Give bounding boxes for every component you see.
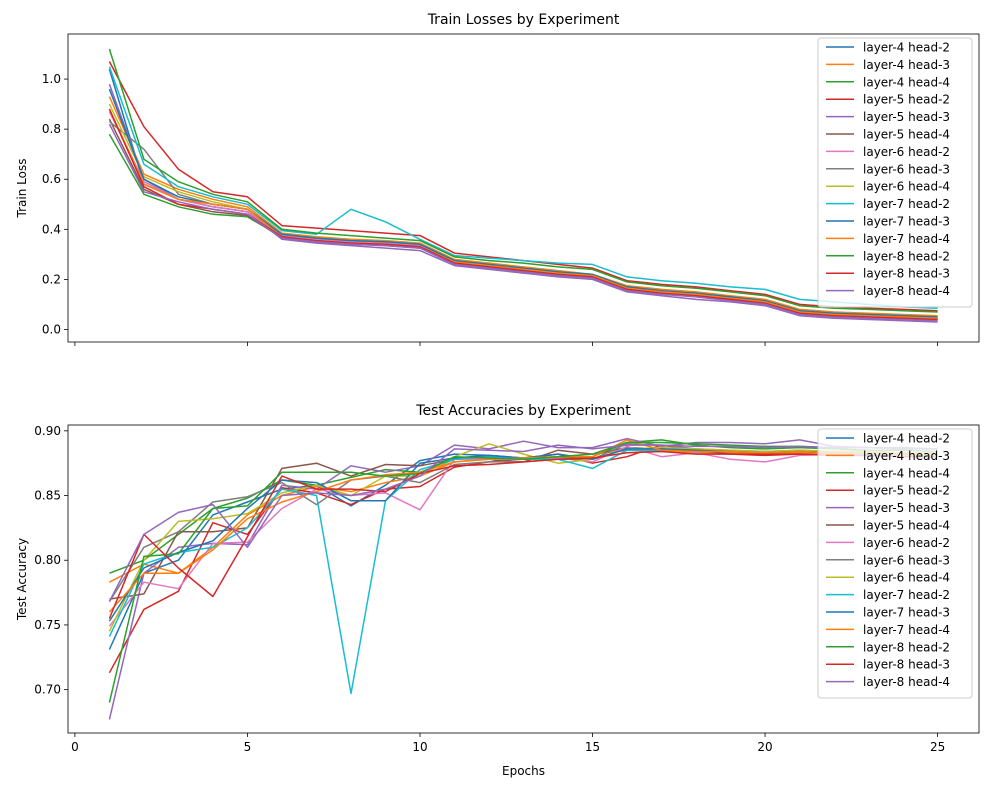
legend-label: layer-4 head-2 (863, 432, 950, 446)
legend-label: layer-6 head-2 (863, 145, 950, 159)
series-lines (108, 48, 938, 323)
legend-label: layer-8 head-4 (863, 284, 950, 298)
legend-label: layer-6 head-3 (863, 553, 950, 567)
x-tick-label: 0 (71, 740, 79, 754)
y-tick-label: 0.75 (34, 618, 61, 632)
series-line-layer-8-head-4 (108, 123, 938, 322)
legend-label: layer-7 head-4 (863, 623, 950, 637)
legend-label: layer-7 head-2 (863, 588, 950, 602)
x-axis-label: Epochs (502, 764, 545, 778)
y-axis-label: Test Accuracy (15, 538, 29, 621)
legend-box (817, 428, 973, 699)
y-tick-label: 0.85 (34, 489, 61, 503)
series-line-layer-5-head-3 (108, 437, 938, 720)
series-line-layer-8-head-2 (108, 48, 938, 313)
x-tick-label: 5 (244, 740, 252, 754)
x-tick-label: 20 (757, 740, 772, 754)
y-tick-label: 0.0 (42, 322, 61, 336)
legend-label: layer-5 head-4 (863, 128, 950, 142)
train-loss-chart: Train Losses by Experiment 0.0 0.2 0.4 0.6 0.… (15, 12, 980, 346)
y-tick-label: 0.80 (34, 553, 61, 567)
legend-label: layer-4 head-4 (863, 75, 950, 89)
y-tick-label: 0.2 (42, 272, 61, 286)
legend-label: layer-8 head-2 (863, 249, 950, 263)
legend-label: layer-8 head-2 (863, 640, 950, 654)
y-tick-label: 1.0 (42, 72, 61, 86)
y-tick-label: 0.8 (42, 122, 61, 136)
legend-label: layer-5 head-3 (863, 501, 950, 515)
x-tick-label: 25 (930, 740, 945, 754)
legend-label: layer-4 head-2 (863, 41, 950, 55)
legend-label: layer-8 head-3 (863, 658, 950, 672)
legend-label: layer-6 head-3 (863, 162, 950, 176)
series-line-layer-6-head-4 (108, 443, 938, 632)
y-tick-label: 0.70 (34, 683, 61, 697)
legend-label: layer-5 head-2 (863, 484, 950, 498)
x-tick-label: 10 (412, 740, 427, 754)
legend-label: layer-5 head-2 (863, 93, 950, 107)
series-line-layer-8-head-4 (108, 444, 938, 602)
series-line-layer-7-head-2 (108, 66, 938, 309)
series-line-layer-8-head-3 (108, 450, 938, 619)
legend: layer-4 head-2 layer-4 head-3 layer-4 head… (817, 428, 973, 699)
legend-label: layer-6 head-4 (863, 571, 950, 585)
x-tick-label: 15 (585, 740, 600, 754)
legend-label: layer-7 head-2 (863, 197, 950, 211)
series-line-layer-4-head-3 (108, 96, 938, 317)
legend-label: layer-7 head-4 (863, 232, 950, 246)
test-accuracy-chart: Test Accuracies by Experiment 0.70 0.75 0.8… (15, 403, 980, 778)
legend-label: layer-8 head-3 (863, 267, 950, 281)
chart-title: Train Losses by Experiment (427, 12, 620, 28)
y-tick-label: 0.6 (42, 172, 61, 186)
legend-label: layer-5 head-3 (863, 110, 950, 124)
legend-label: layer-6 head-2 (863, 536, 950, 550)
y-tick-label: 0.4 (42, 222, 61, 236)
legend-label: layer-7 head-3 (863, 215, 950, 229)
legend-label: layer-4 head-4 (863, 466, 950, 480)
legend: layer-4 head-2 layer-4 head-3 layer-4 head… (817, 37, 973, 308)
axes-frame (67, 424, 980, 734)
axes-frame (67, 33, 980, 343)
legend-label: layer-4 head-3 (863, 449, 950, 463)
legend-label: layer-5 head-4 (863, 519, 950, 533)
y-axis-label: Train Loss (15, 159, 29, 219)
legend-label: layer-6 head-4 (863, 180, 950, 194)
legend-label: layer-4 head-3 (863, 58, 950, 72)
y-tick-label: 0.90 (34, 424, 61, 438)
series-line-layer-7-head-4 (108, 108, 938, 319)
legend-box (817, 37, 973, 308)
legend-label: layer-7 head-3 (863, 606, 950, 620)
legend-label: layer-8 head-4 (863, 675, 950, 689)
series-line-layer-7-head-4 (108, 439, 938, 613)
chart-title: Test Accuracies by Experiment (415, 403, 631, 419)
series-lines (108, 437, 938, 720)
